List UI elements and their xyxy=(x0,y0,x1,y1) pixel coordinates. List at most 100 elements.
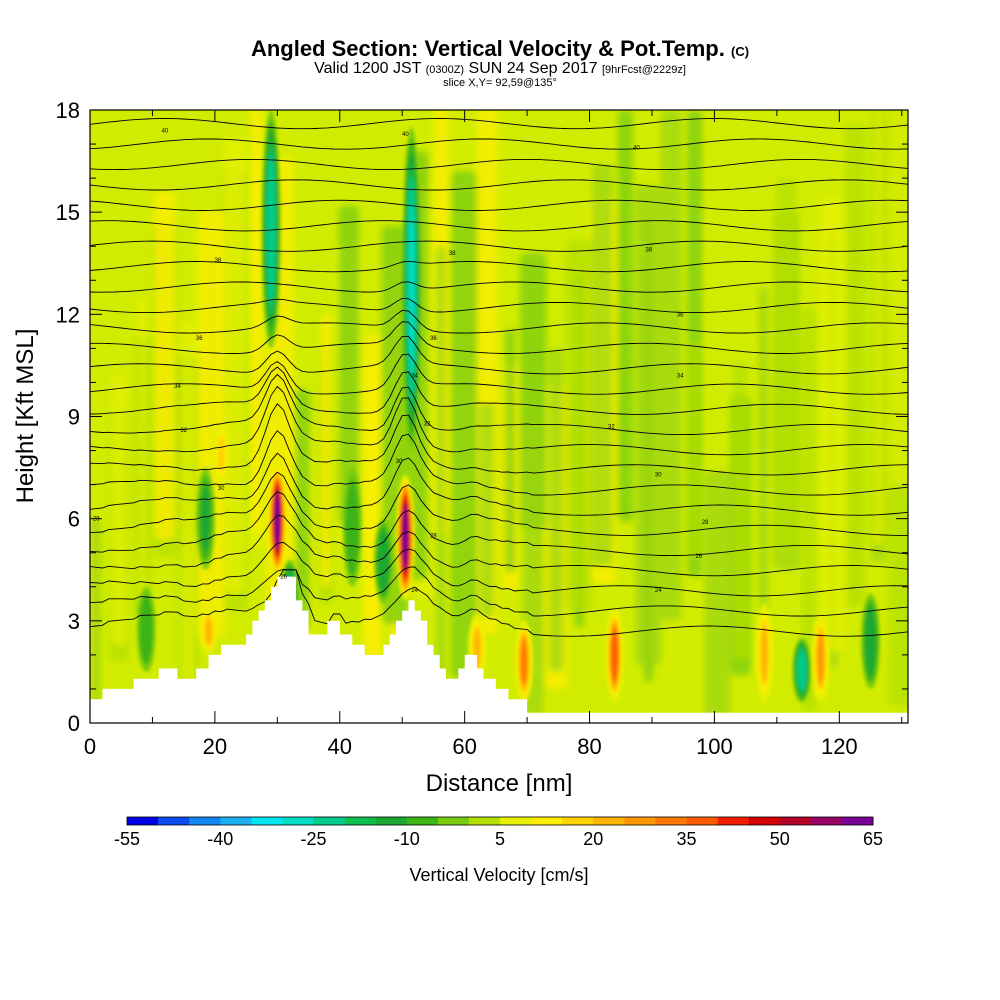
x-tick-label: 60 xyxy=(452,734,476,759)
y-tick-label: 9 xyxy=(68,405,80,430)
colorbar-swatch xyxy=(686,817,719,825)
y-tick-labels: 0 3 6 9 12 15 18 xyxy=(56,98,80,736)
colorbar-tick-label: 50 xyxy=(770,829,790,849)
x-tick-label: 100 xyxy=(696,734,733,759)
velocity-streak xyxy=(689,341,699,560)
colorbar-swatch xyxy=(593,817,625,825)
theta-contour xyxy=(90,281,908,293)
theta-contour-label: 28 xyxy=(430,534,437,540)
colorbar-swatch xyxy=(810,817,843,825)
velocity-streak xyxy=(223,137,245,594)
theta-contour xyxy=(90,260,908,273)
plot-area: 40 40 40 38 38 38 36 36 36 34 34 34 32 32 32 30 30 30 28 28… xyxy=(90,110,908,723)
colorbar-swatch xyxy=(189,817,221,825)
velocity-streak xyxy=(450,171,478,679)
theta-contour-label: 30 xyxy=(396,459,403,465)
theta-contour xyxy=(90,566,908,617)
x-tick-labels: 0 20 40 60 80 100 120 xyxy=(84,734,858,759)
velocity-streak xyxy=(565,239,593,611)
velocity-streak xyxy=(845,123,866,608)
theta-contour-label: 30 xyxy=(655,472,662,478)
theta-contour xyxy=(90,471,908,536)
velocity-cell xyxy=(612,630,618,680)
theta-contour-label: 34 xyxy=(174,384,181,390)
theta-contour-label: 34 xyxy=(411,374,418,380)
velocity-streak xyxy=(873,110,883,546)
colorbar-swatch xyxy=(531,817,563,825)
theta-contour-label: 38 xyxy=(215,258,222,264)
y-tick-label: 3 xyxy=(68,609,80,634)
theta-contour-label: 40 xyxy=(633,145,640,151)
theta-contour-label: 28 xyxy=(93,517,100,523)
theta-contour-label: 36 xyxy=(430,336,437,342)
colorbar-tick-label: 20 xyxy=(583,829,603,849)
colorbar-swatch xyxy=(127,817,159,825)
velocity-streak xyxy=(338,205,360,526)
colorbar-tick-label: -55 xyxy=(114,829,140,849)
theta-contour xyxy=(90,309,908,334)
theta-contour-label: 36 xyxy=(677,312,684,318)
colorbar-swatch xyxy=(500,817,532,825)
theta-contour-label: 24 xyxy=(655,588,662,594)
velocity-streak xyxy=(661,110,682,621)
x-tick-label: 20 xyxy=(203,734,227,759)
colorbar-tick-label: -40 xyxy=(207,829,233,849)
velocity-streak xyxy=(154,191,176,540)
colorbar-tick-labels: -55 -40 -25 -10 5 20 35 50 65 xyxy=(114,829,883,849)
velocity-streak xyxy=(801,307,817,713)
title-units: (C) xyxy=(731,44,750,59)
valid-date: SUN 24 Sep 2017 xyxy=(468,60,598,77)
colorbar-swatch xyxy=(468,817,501,825)
theta-contour-label: 26 xyxy=(280,575,287,581)
theta-contours xyxy=(90,118,908,637)
velocity-streak xyxy=(180,321,196,700)
colorbar-swatch xyxy=(220,817,252,825)
y-tick-label: 0 xyxy=(68,711,80,736)
theta-contour xyxy=(90,403,908,476)
colorbar-swatch xyxy=(344,817,377,825)
colorbar-swatch xyxy=(779,817,812,825)
colorbar-tick-label: 35 xyxy=(676,829,696,849)
colorbar-frame xyxy=(126,816,874,826)
y-tick-label: 15 xyxy=(56,200,80,225)
velocity-streak xyxy=(775,178,797,553)
x-axis-label: Distance [nm] xyxy=(426,770,573,797)
chart-title: Angled Section: Vertical Velocity & Pot.… xyxy=(0,36,1000,62)
velocity-streak xyxy=(321,314,331,587)
velocity-cell xyxy=(142,602,151,657)
velocity-cell xyxy=(761,625,768,681)
velocity-streak xyxy=(364,334,380,686)
colorbar-swatch xyxy=(748,817,781,825)
forecast-info: [9hrFcst@2229z] xyxy=(601,64,686,76)
title-text: Angled Section: Vertical Velocity & Pot.… xyxy=(250,36,725,61)
theta-contour xyxy=(90,569,908,637)
colorbar-tick-label: -10 xyxy=(394,829,420,849)
velocity-cell xyxy=(403,506,408,569)
x-tick-label: 120 xyxy=(821,734,858,759)
velocity-streak xyxy=(436,246,446,723)
velocity-streak xyxy=(758,287,769,615)
velocity-streak xyxy=(617,110,633,523)
colorbar-swatch xyxy=(313,817,346,825)
colorbar-swatch xyxy=(158,817,190,825)
theta-contour xyxy=(90,118,908,130)
theta-contour xyxy=(90,220,908,232)
axis-ticks xyxy=(89,109,908,724)
slice-info: slice X,Y= 92,59@135° xyxy=(443,77,557,89)
colorbar-swatch xyxy=(437,817,470,825)
theta-contour-label: 32 xyxy=(180,428,187,434)
theta-contour xyxy=(90,179,908,191)
colorbar-swatch xyxy=(655,817,687,825)
theta-contour xyxy=(90,158,908,171)
colorbar xyxy=(126,816,874,826)
velocity-cell xyxy=(205,617,212,645)
theta-contour-label: 26 xyxy=(695,554,702,560)
theta-contour xyxy=(90,452,908,516)
velocity-cell xyxy=(799,652,805,688)
theta-contour xyxy=(90,240,908,252)
colorbar-swatch xyxy=(717,817,750,825)
theta-contour-label: 40 xyxy=(162,128,169,134)
theta-contour xyxy=(90,353,908,395)
